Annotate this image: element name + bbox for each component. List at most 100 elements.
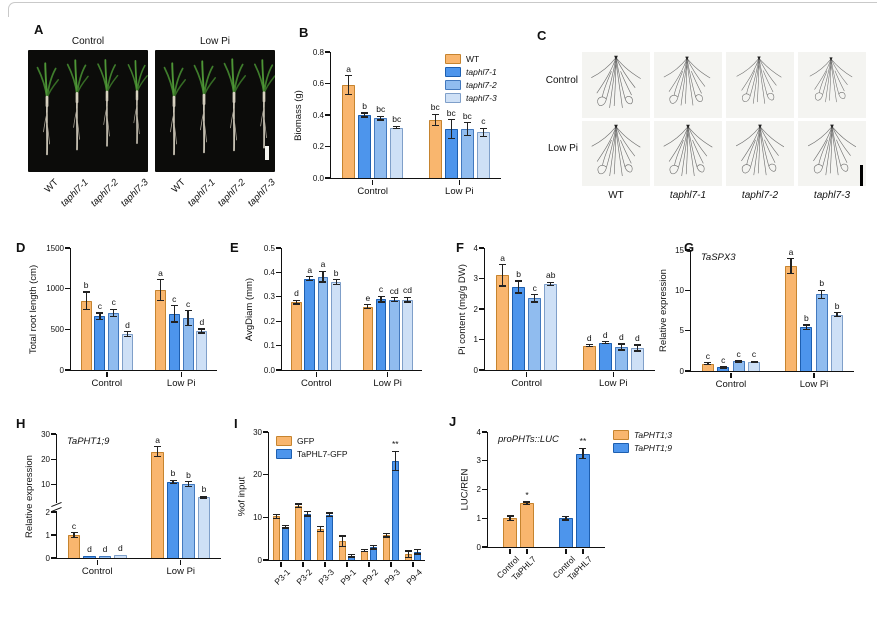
x-axis-group-label: Control — [357, 186, 388, 197]
error-bar-cap — [479, 135, 487, 137]
x-tick — [106, 371, 108, 377]
significance-label: d — [118, 542, 123, 553]
bar — [576, 453, 590, 547]
significance-label: c — [751, 349, 757, 360]
error-bar-cap — [390, 300, 398, 303]
error-bar-cap — [506, 515, 514, 517]
error-bar-cap — [293, 303, 301, 305]
x-axis-group-label: Control — [81, 566, 113, 577]
y-tick-label: 5 — [679, 326, 684, 336]
photo-title-control: Control — [71, 36, 105, 47]
bar — [304, 278, 315, 370]
y-tick — [51, 483, 56, 486]
error-bar — [350, 554, 352, 558]
error-bar — [73, 532, 75, 538]
y-axis-label: Relative expression — [657, 250, 669, 371]
bar — [544, 284, 558, 370]
error-bar-cap — [169, 479, 177, 481]
x-tick — [458, 179, 460, 185]
root-scan — [726, 52, 794, 118]
y-tick-label: 2 — [476, 485, 481, 494]
y-tick — [51, 534, 56, 536]
legend-label: TaPHT1;9 — [634, 443, 672, 453]
error-bar-cap — [735, 361, 743, 363]
legend-swatch — [613, 443, 629, 453]
significance-label: c — [185, 298, 191, 309]
y-tick — [65, 328, 70, 330]
error-bar-cap — [787, 272, 795, 274]
scan-col-label: taphl7-2 — [741, 190, 779, 201]
error-bar — [172, 480, 174, 484]
chart-biomass: Biomass (g) 0.0 0.2 0.4 0.6 0.8 a b bc bc Control b… — [293, 48, 501, 197]
error-bar — [372, 545, 374, 549]
error-bar-cap — [364, 303, 372, 306]
error-bar-cap — [281, 527, 289, 529]
x-tick — [582, 548, 584, 554]
error-bar-cap — [818, 297, 826, 299]
bar — [503, 518, 517, 547]
x-tick — [180, 559, 182, 565]
error-bar — [450, 119, 452, 139]
plant-label: taphl7-2 — [88, 177, 121, 210]
y-axis-label: AvgDiam (mm) — [244, 248, 256, 370]
error-bar-cap — [157, 279, 165, 281]
y-tick-label: 15 — [675, 245, 684, 255]
x-tick — [412, 561, 414, 567]
error-bar — [322, 271, 324, 283]
y-tick-label: 0.6 — [312, 79, 324, 88]
error-bar-cap — [523, 501, 531, 503]
legend-swatch — [276, 436, 292, 446]
error-bar-cap — [369, 548, 377, 550]
legend-entry: GFP — [276, 436, 348, 446]
error-bar-cap — [585, 344, 593, 346]
legend-entry: taphl7-3 — [445, 93, 497, 103]
x-axis-label: P9-2 — [360, 567, 381, 587]
error-bar-cap — [413, 553, 421, 555]
error-bar-cap — [306, 275, 314, 278]
legend-swatch — [445, 67, 461, 77]
panel-label-a: A — [34, 22, 44, 37]
x-tick — [302, 561, 304, 567]
significance-label: a — [158, 267, 163, 278]
error-bar-cap — [319, 281, 327, 283]
y-axis-label: %of input — [235, 432, 247, 560]
y-tick-label: 0.3 — [263, 292, 275, 302]
bar — [496, 275, 510, 370]
significance-label: c — [111, 297, 116, 308]
chart-taspx3-expression: Relative expression TaSPX3 0 5 10 15 c c c c Contr… — [658, 246, 854, 390]
error-bar — [805, 325, 807, 330]
error-bar — [295, 300, 298, 305]
y-tick-label: 0.4 — [263, 267, 275, 277]
y-tick-label: 0 — [59, 365, 64, 375]
y-tick-label: 0.2 — [312, 142, 324, 151]
y-tick-label: 3 — [473, 274, 478, 283]
error-bar-cap — [390, 297, 398, 299]
error-bar-cap — [413, 549, 421, 551]
y-tick — [65, 247, 70, 249]
error-bar-cap — [447, 119, 455, 121]
significance-label: c — [481, 116, 486, 127]
y-axis-label-text: AvgDiam (mm) — [244, 277, 256, 341]
x-tick — [96, 559, 98, 565]
error-bar-cap — [750, 360, 758, 363]
x-axis-group-label: Low Pi — [373, 378, 402, 389]
bar — [800, 327, 813, 371]
significance-label: c — [378, 284, 384, 295]
error-bar-cap — [704, 362, 712, 364]
panel-label-e: E — [230, 240, 239, 255]
x-tick — [180, 371, 182, 377]
y-tick — [51, 458, 56, 460]
y-tick-label: 0.5 — [263, 243, 275, 253]
error-bar — [284, 525, 287, 528]
error-bar — [534, 294, 536, 302]
error-bar — [526, 502, 528, 505]
error-bar — [335, 279, 337, 285]
y-tick — [325, 145, 330, 148]
error-bar-cap — [345, 93, 353, 96]
y-tick-label: 20 — [41, 454, 50, 464]
y-tick — [325, 177, 330, 179]
y-tick — [479, 247, 484, 249]
error-bar — [550, 282, 552, 286]
error-bar — [604, 341, 606, 344]
plant-label: WT — [42, 177, 61, 196]
